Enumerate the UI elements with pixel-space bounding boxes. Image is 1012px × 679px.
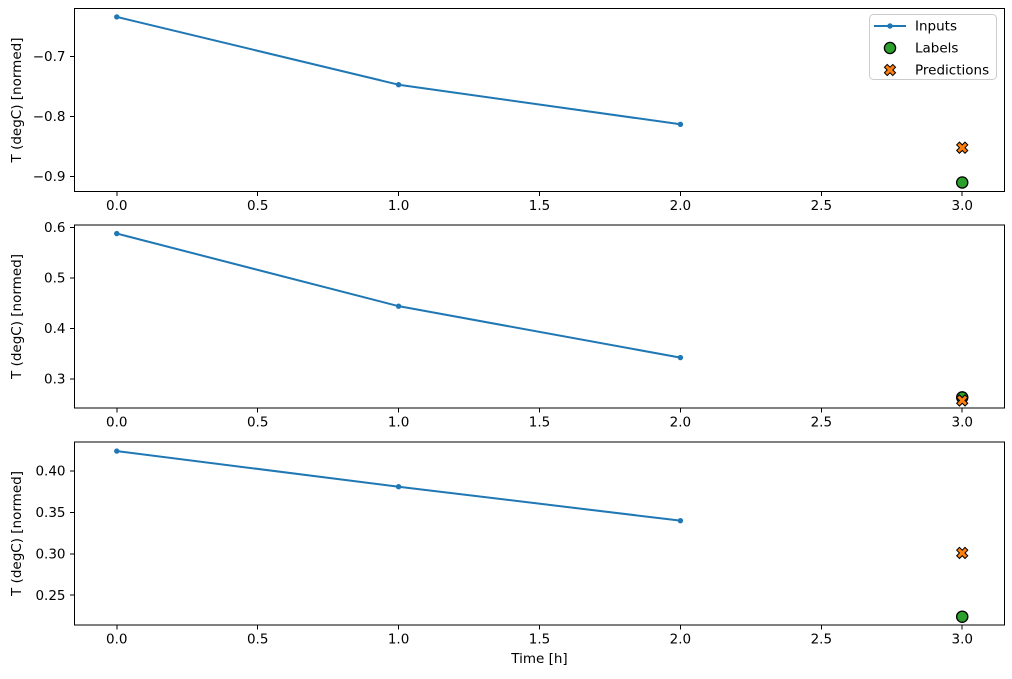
inputs-marker [395,303,402,309]
subplot-2: 0.0 0.5 1.0 1.5 2.0 2.5 3.0 0.40 0.35 0.30 0.25 T (… [9,441,1005,667]
y-tick-label: 0.30 [35,546,65,562]
legend-labels-icon [883,41,897,55]
x-tick-label: 2.5 [811,198,832,214]
predictions-marker [955,394,969,407]
inputs-marker [677,121,684,128]
y-tick-label: −0.7 [33,49,66,65]
labels-marker [955,610,969,623]
inputs-marker [114,14,120,20]
x-tick-label: 1.0 [388,415,409,431]
x-tick-label: 0.5 [247,198,268,214]
y-axis-label: T (degC) [normed] [9,38,25,164]
legend-box [869,14,997,80]
legend-predictions-icon [883,63,897,77]
x-tick-label: 2.5 [811,632,832,648]
legend-item-inputs: Inputs [874,19,957,35]
y-tick-label: −0.9 [33,169,66,185]
x-tick-label: 2.0 [670,198,691,214]
legend-item-label: Inputs [915,19,957,35]
legend-item-label: Labels [915,41,958,57]
plot-area [74,224,1005,409]
y-axis-label: T (degC) [normed] [9,254,25,380]
plot-area [74,8,1005,192]
x-tick-label: 0.0 [106,632,127,648]
y-tick-label: 0.25 [35,588,65,604]
inputs-marker [395,82,402,88]
x-tick-label: 0.5 [247,415,268,431]
x-tick-label: 3.0 [951,415,972,431]
labels-marker [955,176,969,189]
x-tick-label: 1.5 [529,632,550,648]
inputs-marker [114,230,120,237]
subplot-0: 0.0 0.5 1.0 1.5 2.0 2.5 3.0 −0.7 −0.8 −0.9 T (degC… [9,8,1005,214]
inputs-line [116,232,681,359]
x-tick-label: 2.0 [670,415,691,431]
inputs-marker [114,448,120,454]
legend: Inputs Labels Predictions [869,14,997,80]
subplot-1: 0.0 0.5 1.0 1.5 2.0 2.5 3.0 0.6 0.5 0.4 0.3 T (degC… [9,220,1005,431]
x-tick-label: 3.0 [951,632,972,648]
x-tick-label: 2.5 [811,415,832,431]
plot-area [74,441,1005,626]
legend-inputs-dot-icon [887,23,893,29]
x-tick-label: 0.0 [106,415,127,431]
x-tick-label: 0.0 [106,198,127,214]
y-axis-label: T (degC) [normed] [9,471,25,597]
x-tick-label: 1.0 [388,632,409,648]
y-tick-label: 0.6 [44,220,65,236]
x-tick-label: 0.5 [247,632,268,648]
x-axis-label: Time [h] [510,651,567,667]
x-tick-label: 3.0 [951,198,972,214]
y-tick-label: 0.40 [35,464,65,480]
inputs-marker [395,484,402,490]
legend-item-predictions: Predictions [883,63,989,79]
legend-item-label: Predictions [915,63,989,79]
y-tick-label: −0.8 [33,109,66,125]
y-tick-label: 0.4 [44,321,65,337]
inputs-marker [677,354,684,361]
inputs-line [116,15,681,126]
x-tick-label: 2.0 [670,632,691,648]
x-tick-label: 1.5 [529,198,550,214]
x-tick-label: 1.5 [529,415,550,431]
inputs-marker [677,517,684,524]
predictions-marker [955,141,969,154]
legend-item-labels: Labels [883,41,958,57]
x-tick-label: 1.0 [388,198,409,214]
y-tick-label: 0.3 [44,371,65,387]
y-tick-label: 0.35 [35,505,65,521]
y-tick-label: 0.5 [44,271,65,287]
predictions-marker [955,546,969,560]
